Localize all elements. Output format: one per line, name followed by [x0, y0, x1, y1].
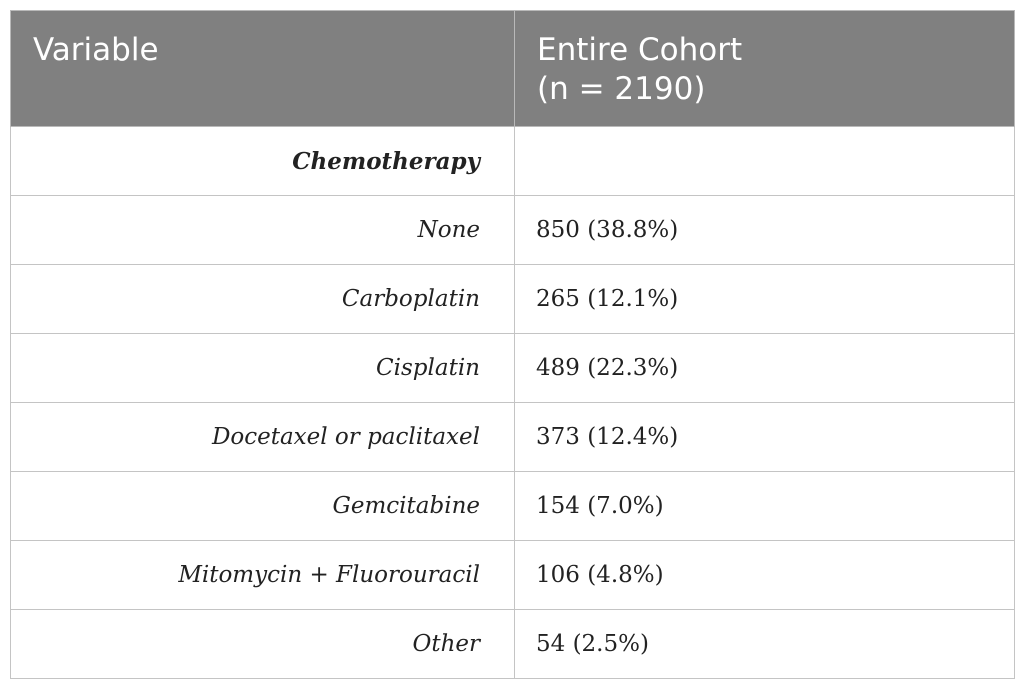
- section-row: Chemotherapy: [10, 126, 1015, 196]
- row-value: 54 (2.5%): [514, 609, 1015, 679]
- row-label: Cisplatin: [10, 333, 515, 403]
- table-row: Mitomycin + Fluorouracil 106 (4.8%): [10, 540, 1015, 610]
- table-row: Other 54 (2.5%): [10, 609, 1015, 679]
- row-label: Carboplatin: [10, 264, 515, 334]
- row-label: Mitomycin + Fluorouracil: [10, 540, 515, 610]
- header-variable-label: Variable: [33, 32, 159, 68]
- row-label: Other: [10, 609, 515, 679]
- header-cohort-title: Entire Cohort: [537, 32, 743, 68]
- table-row: None 850 (38.8%): [10, 195, 1015, 265]
- row-value: 850 (38.8%): [514, 195, 1015, 265]
- header-variable: Variable: [10, 10, 515, 127]
- chemotherapy-table: Variable Entire Cohort (n = 2190) Chemot…: [10, 10, 1015, 679]
- table-row: Cisplatin 489 (22.3%): [10, 333, 1015, 403]
- row-label: Docetaxel or paclitaxel: [10, 402, 515, 472]
- header-cohort-count: (n = 2190): [537, 71, 706, 107]
- table-row: Carboplatin 265 (12.1%): [10, 264, 1015, 334]
- table-row: Docetaxel or paclitaxel 373 (12.4%): [10, 402, 1015, 472]
- header-entire-cohort: Entire Cohort (n = 2190): [514, 10, 1015, 127]
- section-value-empty: [514, 126, 1015, 196]
- row-value: 265 (12.1%): [514, 264, 1015, 334]
- row-label: Gemcitabine: [10, 471, 515, 541]
- row-value: 154 (7.0%): [514, 471, 1015, 541]
- row-value: 106 (4.8%): [514, 540, 1015, 610]
- row-value: 373 (12.4%): [514, 402, 1015, 472]
- table-row: Gemcitabine 154 (7.0%): [10, 471, 1015, 541]
- section-label: Chemotherapy: [10, 126, 515, 196]
- row-value: 489 (22.3%): [514, 333, 1015, 403]
- header-row: Variable Entire Cohort (n = 2190): [10, 10, 1015, 127]
- row-label: None: [10, 195, 515, 265]
